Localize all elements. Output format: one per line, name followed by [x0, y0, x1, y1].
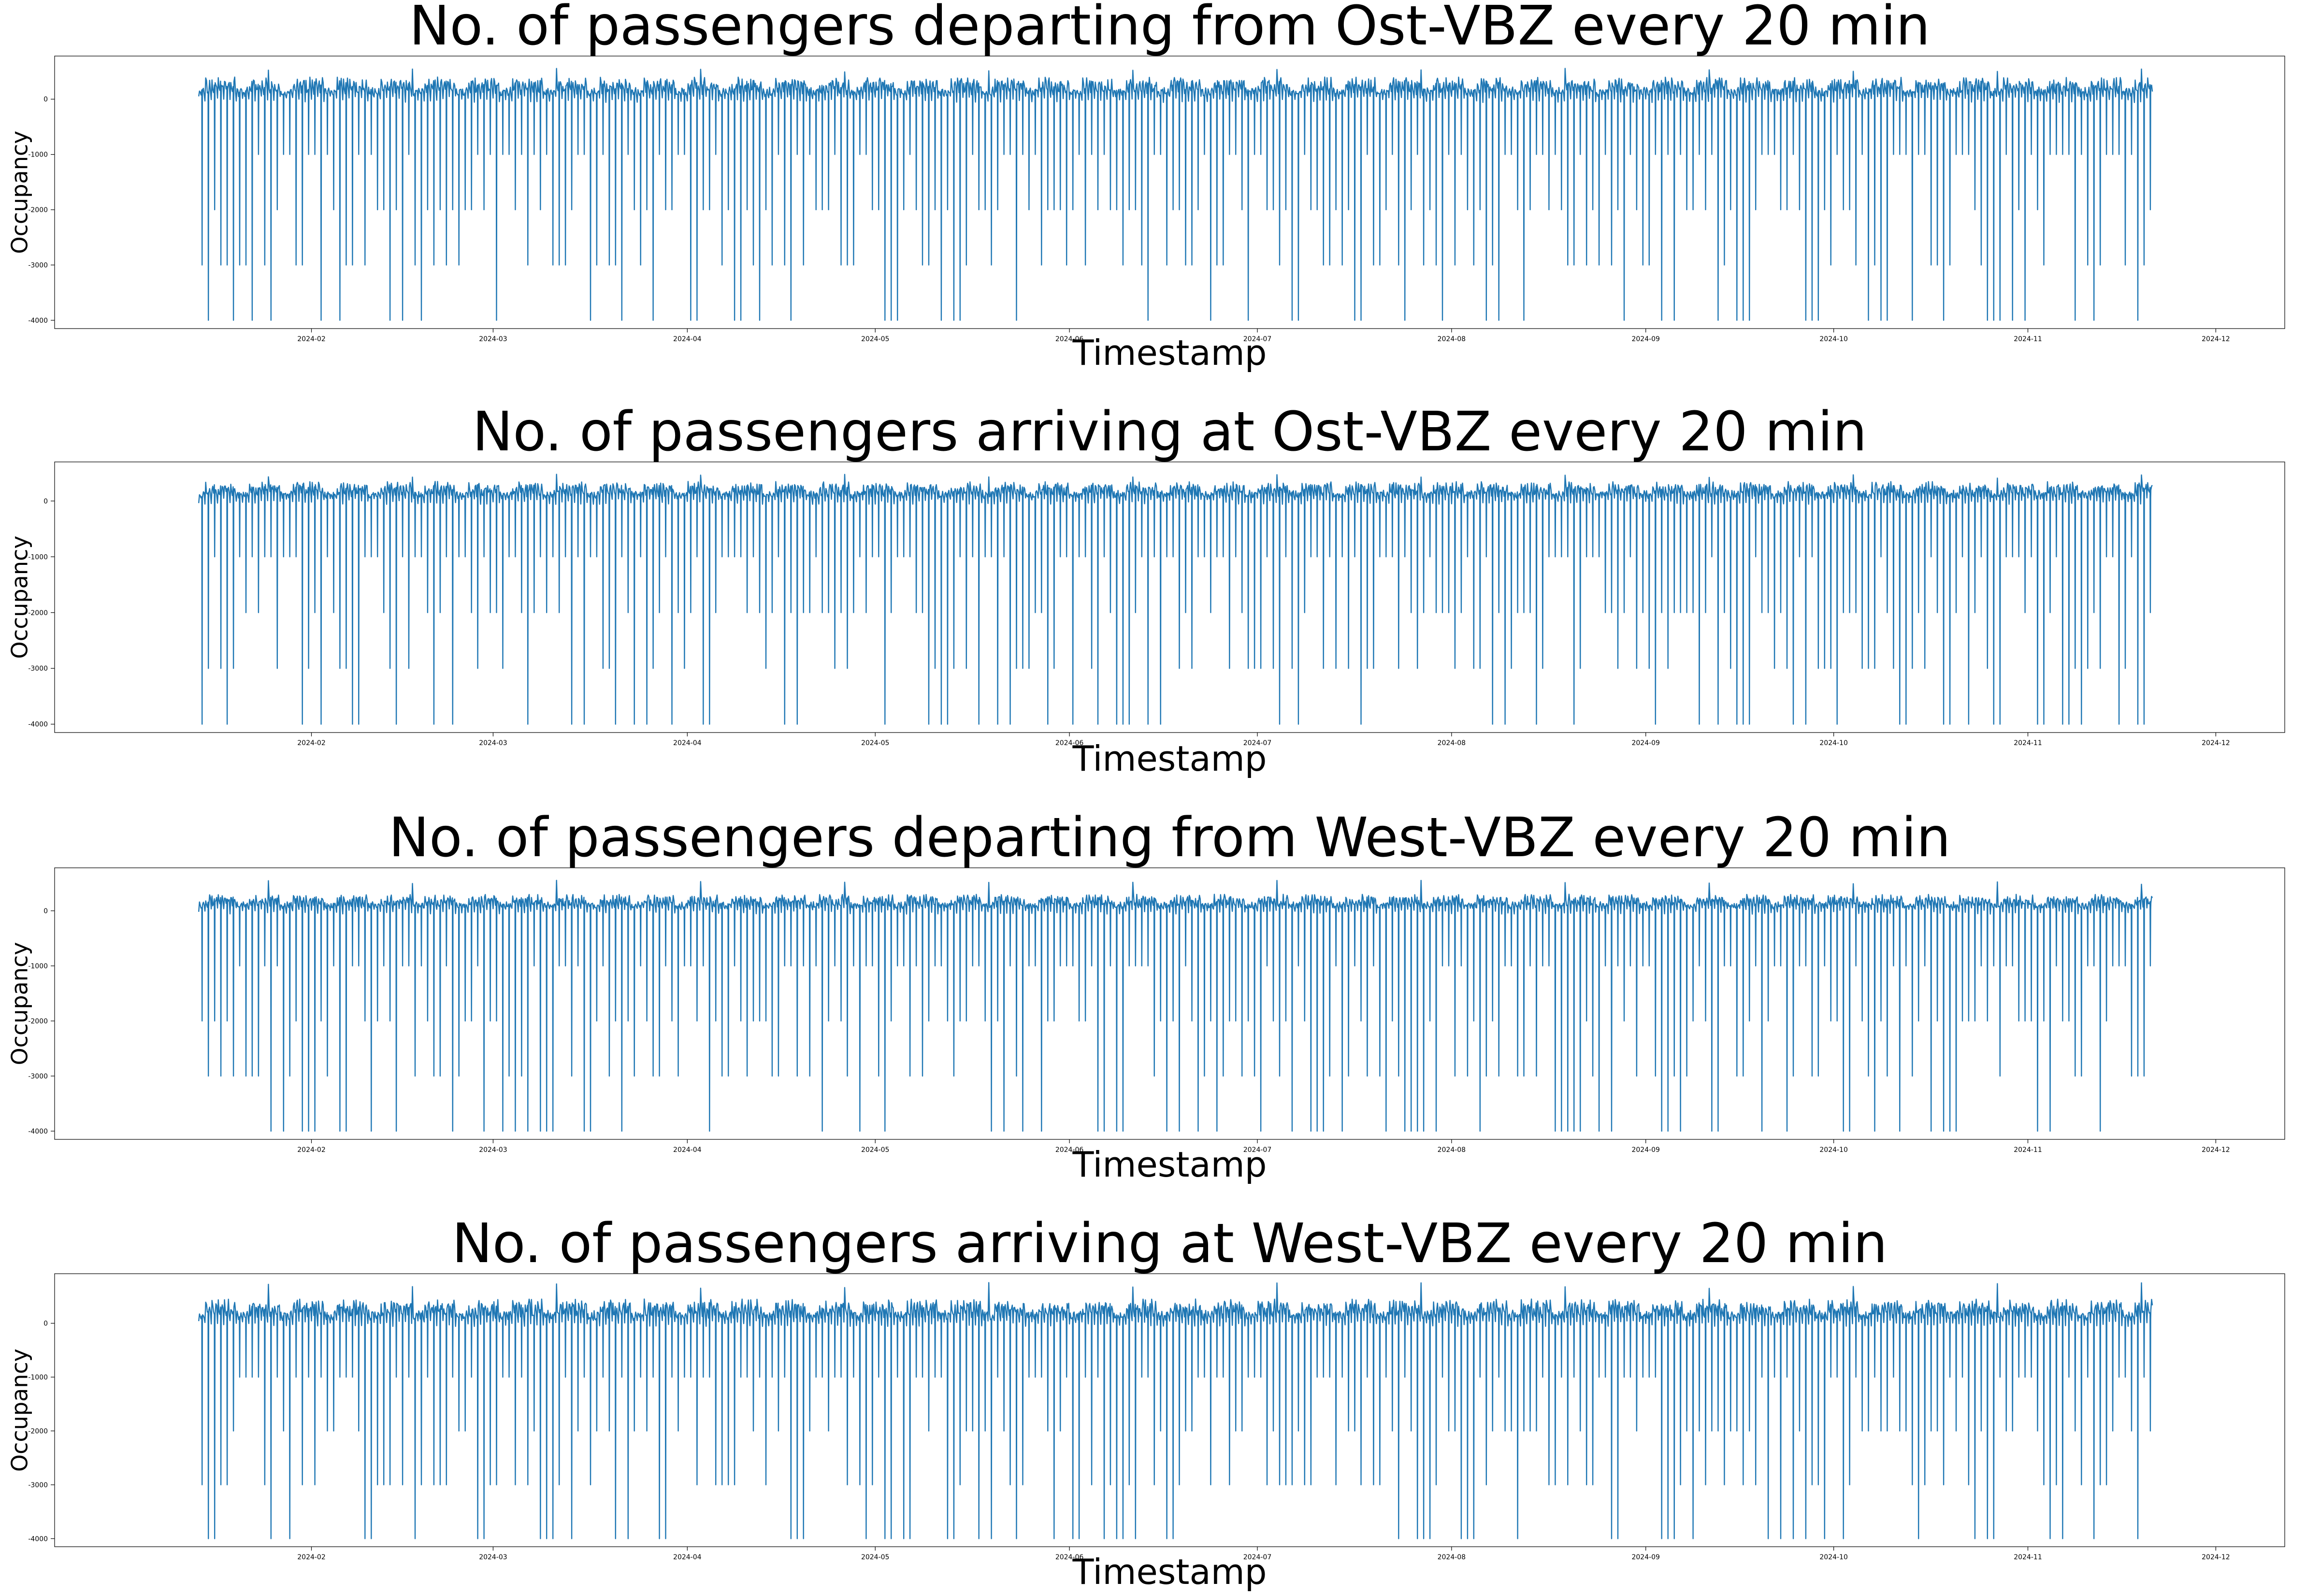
x-tick-label: 2024-12: [2202, 1146, 2230, 1154]
x-tick-label: 2024-02: [297, 335, 326, 343]
axes-frame: [54, 56, 2285, 329]
x-tick-label: 2024-09: [1631, 1146, 1660, 1154]
x-axis-label: Timestamp: [1072, 1552, 1267, 1592]
x-tick-label: 2024-05: [861, 335, 890, 343]
y-tick-label: -4000: [28, 1128, 48, 1136]
chart-title: No. of passengers arriving at West-VBZ e…: [452, 1212, 1888, 1275]
x-tick-label: 2024-12: [2202, 335, 2230, 343]
x-axis-label: Timestamp: [1072, 1144, 1267, 1185]
x-tick-label: 2024-04: [673, 335, 702, 343]
x-tick-label: 2024-02: [297, 739, 326, 747]
y-tick-label: 0: [43, 907, 48, 915]
x-tick-label: 2024-04: [673, 1553, 702, 1561]
x-tick-label: 2024-03: [479, 1553, 507, 1561]
chart-title: No. of passengers arriving at Ost-VBZ ev…: [473, 401, 1867, 463]
y-tick-label: -1000: [28, 151, 48, 159]
chart-panel-1: No. of passengers departing from Ost-VBZ…: [7, 0, 2285, 373]
x-tick-label: 2024-06: [1055, 335, 1084, 343]
y-tick-label: -3000: [28, 1481, 48, 1489]
series-line: [198, 68, 2153, 321]
x-tick-label: 2024-11: [2014, 1553, 2042, 1561]
x-tick-label: 2024-06: [1055, 1146, 1084, 1154]
chart-title: No. of passengers departing from Ost-VBZ…: [409, 0, 1931, 58]
series-line: [198, 474, 2153, 725]
y-tick-label: 0: [43, 96, 48, 103]
x-tick-label: 2024-08: [1438, 335, 1466, 343]
series-line: [198, 879, 2153, 1132]
axes-frame: [54, 867, 2285, 1140]
x-tick-label: 2024-06: [1055, 1553, 1084, 1561]
y-tick-label: -4000: [28, 1535, 48, 1543]
y-axis-label: Occupancy: [7, 942, 33, 1065]
x-tick-label: 2024-07: [1243, 1553, 1272, 1561]
y-tick-label: -1000: [28, 963, 48, 970]
axes-frame: [54, 1273, 2285, 1547]
y-tick-label: -4000: [28, 721, 48, 729]
x-tick-label: 2024-08: [1438, 739, 1466, 747]
y-tick-label: 0: [43, 1320, 48, 1328]
x-tick-label: 2024-06: [1055, 739, 1084, 747]
y-tick-label: -3000: [28, 665, 48, 673]
y-axis-label: Occupancy: [7, 1349, 33, 1472]
y-tick-label: -2000: [28, 1018, 48, 1025]
y-axis-label: Occupancy: [7, 131, 33, 254]
x-tick-label: 2024-04: [673, 739, 702, 747]
x-axis-label: Timestamp: [1072, 332, 1267, 373]
y-tick-label: 0: [43, 498, 48, 505]
x-tick-label: 2024-07: [1243, 1146, 1272, 1154]
x-tick-label: 2024-12: [2202, 739, 2230, 747]
x-tick-label: 2024-11: [2014, 1146, 2042, 1154]
x-tick-label: 2024-03: [479, 335, 507, 343]
y-tick-label: -2000: [28, 1427, 48, 1435]
x-tick-label: 2024-05: [861, 739, 890, 747]
x-tick-label: 2024-10: [1819, 739, 1848, 747]
series-line: [198, 1282, 2153, 1539]
x-tick-label: 2024-07: [1243, 739, 1272, 747]
x-tick-label: 2024-08: [1438, 1146, 1466, 1154]
y-tick-label: -3000: [28, 261, 48, 269]
chart-panel-3: No. of passengers departing from West-VB…: [7, 806, 2285, 1185]
chart-panel-2: No. of passengers arriving at Ost-VBZ ev…: [7, 401, 2285, 779]
x-tick-label: 2024-09: [1631, 335, 1660, 343]
x-tick-label: 2024-02: [297, 1146, 326, 1154]
y-tick-label: -4000: [28, 317, 48, 325]
x-tick-label: 2024-05: [861, 1553, 890, 1561]
x-tick-label: 2024-02: [297, 1553, 326, 1561]
x-tick-label: 2024-08: [1438, 1553, 1466, 1561]
x-tick-label: 2024-03: [479, 1146, 507, 1154]
x-tick-label: 2024-07: [1243, 335, 1272, 343]
axes-frame: [54, 461, 2285, 733]
chart-title: No. of passengers departing from West-VB…: [389, 806, 1950, 869]
x-tick-label: 2024-11: [2014, 335, 2042, 343]
x-tick-label: 2024-03: [479, 739, 507, 747]
x-tick-label: 2024-10: [1819, 335, 1848, 343]
x-tick-label: 2024-09: [1631, 739, 1660, 747]
x-tick-label: 2024-05: [861, 1146, 890, 1154]
x-tick-label: 2024-04: [673, 1146, 702, 1154]
y-tick-label: -2000: [28, 206, 48, 214]
y-tick-label: -1000: [28, 1374, 48, 1381]
x-tick-label: 2024-09: [1631, 1553, 1660, 1561]
chart-panel-4: No. of passengers arriving at West-VBZ e…: [7, 1212, 2285, 1592]
y-axis-label: Occupancy: [7, 536, 33, 659]
y-tick-label: -2000: [28, 609, 48, 617]
x-tick-label: 2024-10: [1819, 1553, 1848, 1561]
x-axis-label: Timestamp: [1072, 738, 1267, 779]
y-tick-label: -3000: [28, 1073, 48, 1080]
y-tick-label: -1000: [28, 553, 48, 561]
x-tick-label: 2024-10: [1819, 1146, 1848, 1154]
x-tick-label: 2024-11: [2014, 739, 2042, 747]
x-tick-label: 2024-12: [2202, 1553, 2230, 1561]
